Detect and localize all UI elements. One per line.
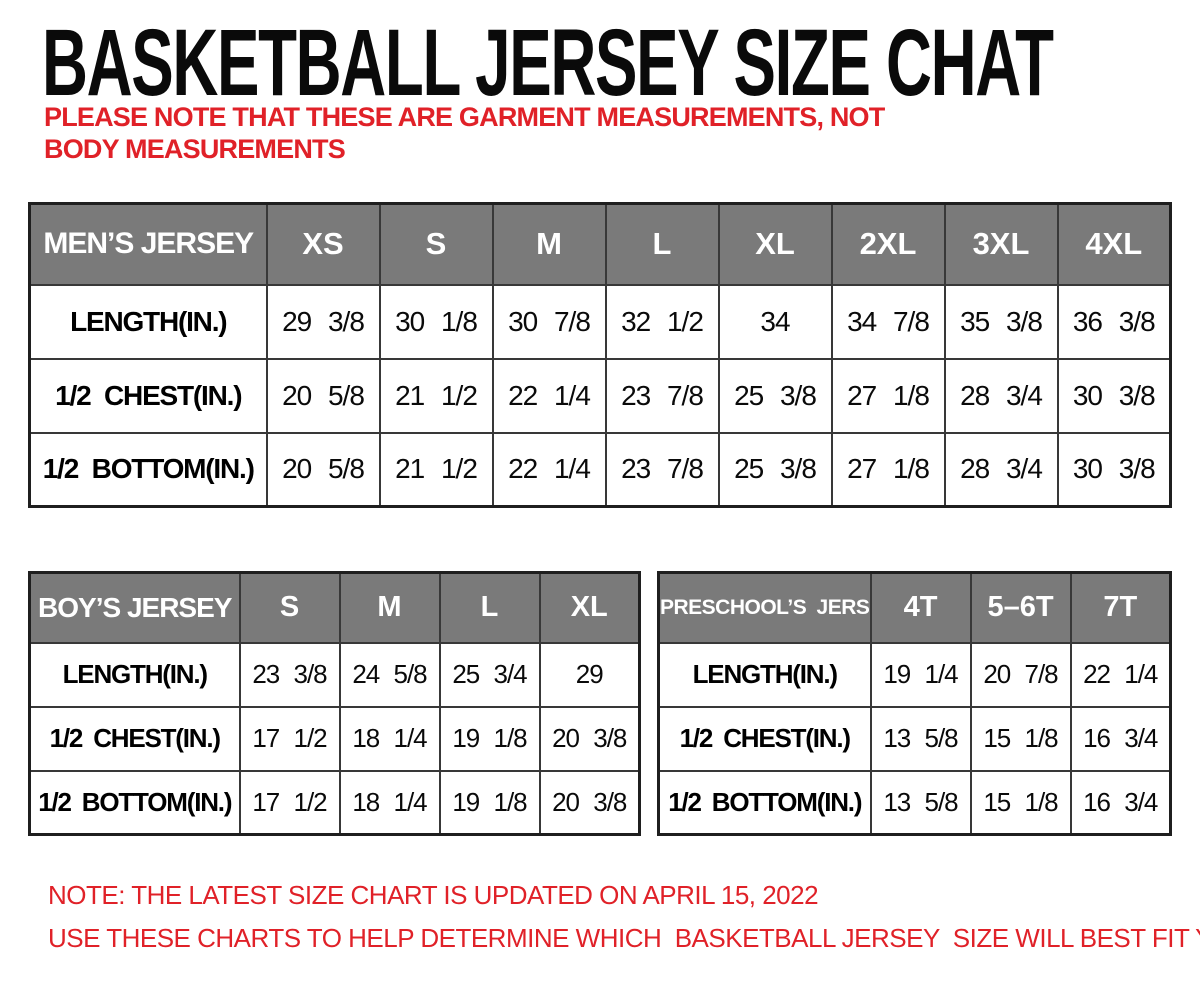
mens-bottom-row: 1/2 BOTTOM(IN.) 20 5/8 21 1/2 22 1/4 23 … (28, 431, 1172, 508)
preschool-chest-row: 1/2 CHEST(IN.) 13 5/8 15 1/8 16 3/4 (657, 705, 1172, 772)
measurement-cell: 24 5/8 (338, 641, 441, 708)
measurement-cell: 13 5/8 (869, 705, 972, 772)
mens-jersey-size-table: MEN’S JERSEY XS S M L XL 2XL 3XL 4XL LEN… (28, 202, 1172, 508)
measurement-cell: 20 5/8 (265, 357, 381, 434)
preschool-table-title-cell: PRESCHOOL’S JERSEY (657, 571, 872, 644)
garment-measurement-note: PLEASE NOTE THAT THESE ARE GARMENT MEASU… (44, 102, 885, 164)
row-label: 1/2 CHEST(IN.) (28, 705, 241, 772)
row-label: 1/2 BOTTOM(IN.) (657, 769, 872, 836)
row-label: LENGTH(IN.) (28, 641, 241, 708)
measurement-cell: 19 1/8 (438, 769, 541, 836)
measurement-cell: 20 3/8 (538, 705, 641, 772)
measurement-cell: 18 1/4 (338, 705, 441, 772)
measurement-cell: 30 1/8 (378, 283, 494, 360)
preschool-size-header: 4T (869, 571, 972, 644)
measurement-cell: 15 1/8 (969, 705, 1072, 772)
mens-size-header: XS (265, 202, 381, 286)
row-label: 1/2 BOTTOM(IN.) (28, 769, 241, 836)
row-label: LENGTH(IN.) (28, 283, 268, 360)
mens-header-row: MEN’S JERSEY XS S M L XL 2XL 3XL 4XL (28, 202, 1172, 286)
measurement-cell: 36 3/8 (1056, 283, 1172, 360)
boys-table-title-cell: BOY’S JERSEY (28, 571, 241, 644)
measurement-cell: 16 3/4 (1069, 705, 1172, 772)
measurement-cell: 18 1/4 (338, 769, 441, 836)
boys-size-header: M (338, 571, 441, 644)
usage-note: USE THESE CHARTS TO HELP DETERMINE WHICH… (48, 923, 1200, 953)
measurement-cell: 19 1/8 (438, 705, 541, 772)
measurement-cell: 27 1/8 (830, 357, 946, 434)
measurement-cell: 35 3/8 (943, 283, 1059, 360)
row-label: 1/2 CHEST(IN.) (657, 705, 872, 772)
mens-size-header: 3XL (943, 202, 1059, 286)
mens-size-header: 4XL (1056, 202, 1172, 286)
measurement-cell: 23 7/8 (604, 357, 720, 434)
measurement-cell: 25 3/8 (717, 431, 833, 508)
mens-size-header: S (378, 202, 494, 286)
boys-length-row: LENGTH(IN.) 23 3/8 24 5/8 25 3/4 29 (28, 641, 641, 708)
preschool-header-row: PRESCHOOL’S JERSEY 4T 5–6T 7T (657, 571, 1172, 644)
measurement-cell: 19 1/4 (869, 641, 972, 708)
row-label: LENGTH(IN.) (657, 641, 872, 708)
boys-jersey-size-table: BOY’S JERSEY S M L XL LENGTH(IN.) 23 3/8… (28, 571, 641, 836)
measurement-cell: 22 1/4 (1069, 641, 1172, 708)
page-title: BASKETBALL JERSEY SIZE CHAT (42, 10, 1054, 116)
measurement-cell: 17 1/2 (238, 705, 341, 772)
measurement-cell: 29 (538, 641, 641, 708)
measurement-cell: 20 5/8 (265, 431, 381, 508)
update-note: NOTE: THE LATEST SIZE CHART IS UPDATED O… (48, 880, 819, 910)
boys-size-header: XL (538, 571, 641, 644)
measurement-cell: 25 3/4 (438, 641, 541, 708)
measurement-cell: 22 1/4 (491, 357, 607, 434)
measurement-cell: 21 1/2 (378, 357, 494, 434)
mens-size-header: 2XL (830, 202, 946, 286)
mens-length-row: LENGTH(IN.) 29 3/8 30 1/8 30 7/8 32 1/2 … (28, 283, 1172, 360)
preschool-bottom-row: 1/2 BOTTOM(IN.) 13 5/8 15 1/8 16 3/4 (657, 769, 1172, 836)
mens-chest-row: 1/2 CHEST(IN.) 20 5/8 21 1/2 22 1/4 23 7… (28, 357, 1172, 434)
mens-table-title-cell: MEN’S JERSEY (28, 202, 268, 286)
boys-bottom-row: 1/2 BOTTOM(IN.) 17 1/2 18 1/4 19 1/8 20 … (28, 769, 641, 836)
row-label: 1/2 BOTTOM(IN.) (28, 431, 268, 508)
measurement-cell: 27 1/8 (830, 431, 946, 508)
measurement-cell: 20 7/8 (969, 641, 1072, 708)
measurement-cell: 17 1/2 (238, 769, 341, 836)
boys-size-header: L (438, 571, 541, 644)
measurement-cell: 34 (717, 283, 833, 360)
measurement-cell: 28 3/4 (943, 431, 1059, 508)
measurement-cell: 34 7/8 (830, 283, 946, 360)
measurement-cell: 22 1/4 (491, 431, 607, 508)
measurement-cell: 30 3/8 (1056, 431, 1172, 508)
mens-size-header: XL (717, 202, 833, 286)
preschool-size-header: 5–6T (969, 571, 1072, 644)
measurement-cell: 23 3/8 (238, 641, 341, 708)
mens-size-header: L (604, 202, 720, 286)
mens-size-header: M (491, 202, 607, 286)
measurement-cell: 23 7/8 (604, 431, 720, 508)
footer-notes: NOTE: THE LATEST SIZE CHART IS UPDATED O… (48, 882, 1200, 951)
preschool-length-row: LENGTH(IN.) 19 1/4 20 7/8 22 1/4 (657, 641, 1172, 708)
measurement-cell: 32 1/2 (604, 283, 720, 360)
boys-header-row: BOY’S JERSEY S M L XL (28, 571, 641, 644)
measurement-cell: 20 3/8 (538, 769, 641, 836)
measurement-cell: 25 3/8 (717, 357, 833, 434)
preschool-jersey-size-table: PRESCHOOL’S JERSEY 4T 5–6T 7T LENGTH(IN.… (657, 571, 1172, 836)
measurement-cell: 15 1/8 (969, 769, 1072, 836)
boys-chest-row: 1/2 CHEST(IN.) 17 1/2 18 1/4 19 1/8 20 3… (28, 705, 641, 772)
measurement-cell: 21 1/2 (378, 431, 494, 508)
measurement-cell: 16 3/4 (1069, 769, 1172, 836)
row-label: 1/2 CHEST(IN.) (28, 357, 268, 434)
measurement-cell: 30 3/8 (1056, 357, 1172, 434)
measurement-cell: 29 3/8 (265, 283, 381, 360)
measurement-cell: 13 5/8 (869, 769, 972, 836)
boys-size-header: S (238, 571, 341, 644)
measurement-cell: 28 3/4 (943, 357, 1059, 434)
measurement-cell: 30 7/8 (491, 283, 607, 360)
preschool-size-header: 7T (1069, 571, 1172, 644)
